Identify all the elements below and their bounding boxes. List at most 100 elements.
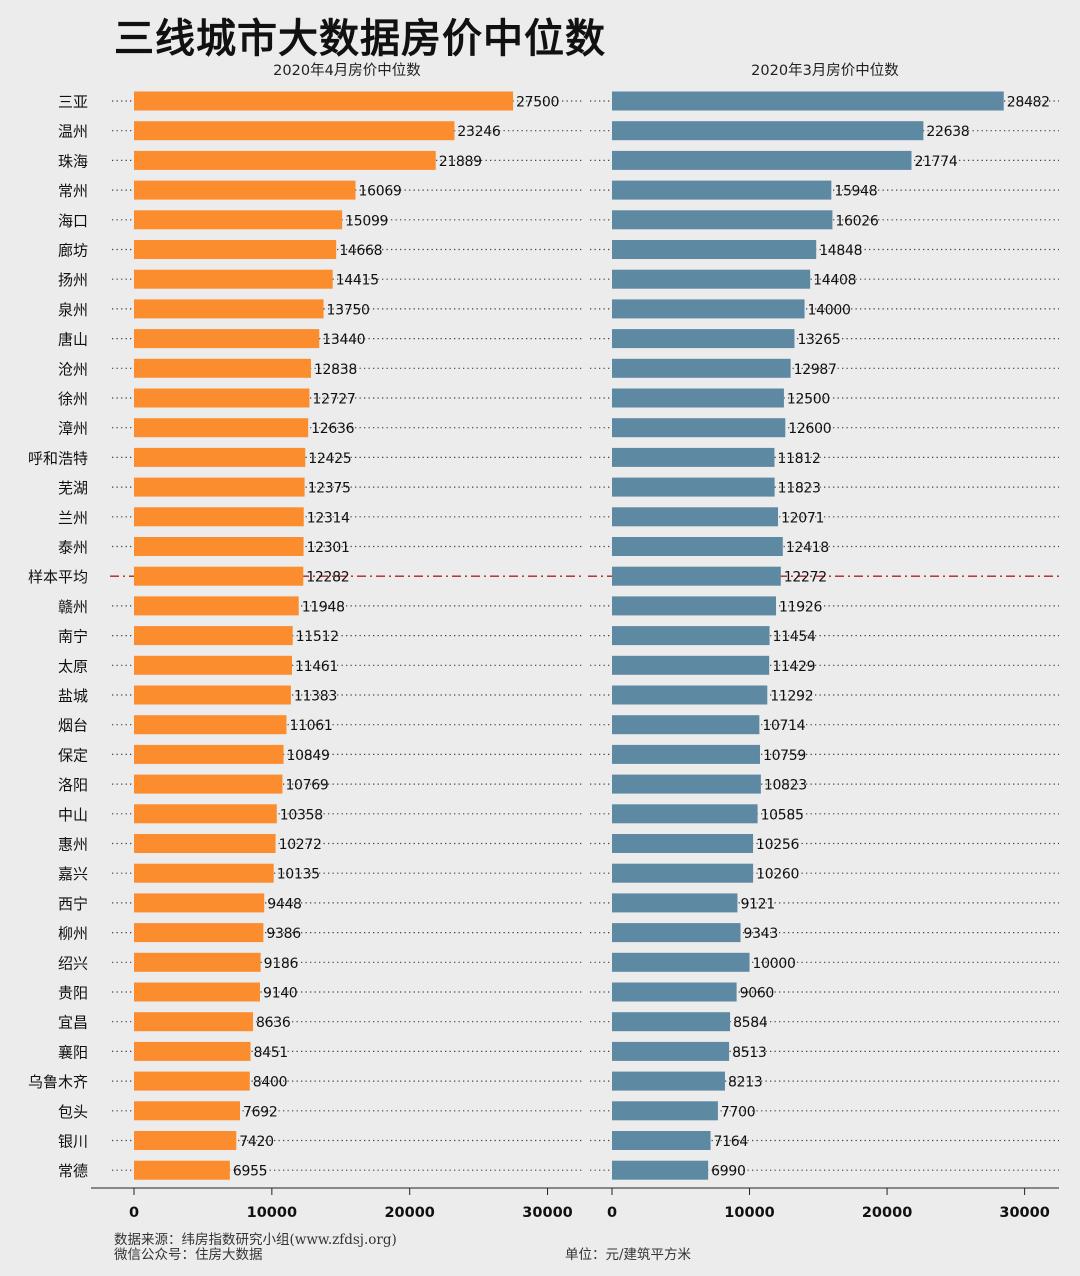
x-tick-label: 0 [129, 1205, 139, 1221]
category-label: 温州 [58, 123, 88, 141]
bar-march [612, 774, 761, 794]
x-tick-label: 20000 [384, 1205, 434, 1221]
bar-april [134, 299, 324, 319]
category-label: 保定 [58, 746, 88, 764]
bar-april [134, 774, 283, 794]
bar-march [612, 388, 784, 408]
category-label: 三亚 [58, 93, 88, 111]
value-label-march: 12987 [794, 362, 837, 378]
wechat-account-note: 微信公众号：住房大数据 [114, 1247, 263, 1263]
category-label: 襄阳 [58, 1043, 88, 1061]
value-label-march: 13265 [797, 332, 840, 348]
value-label-march: 11429 [772, 659, 815, 675]
bar-march [612, 150, 912, 170]
value-label-march: 14000 [808, 302, 851, 318]
bar-march [612, 1041, 730, 1061]
value-label-april: 12282 [306, 570, 349, 586]
x-tick-label: 10000 [724, 1205, 774, 1221]
bar-april [134, 1012, 254, 1032]
value-label-march: 11454 [773, 629, 816, 645]
value-label-april: 13440 [322, 332, 365, 348]
category-label: 珠海 [58, 152, 88, 170]
value-label-march: 10260 [756, 867, 799, 883]
value-label-march: 11926 [779, 599, 822, 615]
bar-april [134, 863, 274, 883]
bar-march [612, 804, 758, 824]
category-label: 嘉兴 [58, 865, 88, 883]
bar-march [612, 537, 783, 556]
bar-april [134, 834, 276, 853]
bar-april [134, 121, 455, 141]
category-label: 绍兴 [58, 954, 88, 972]
bar-march [612, 240, 817, 259]
bar-april [134, 358, 311, 378]
bar-march [612, 507, 779, 527]
bar-april [134, 1041, 251, 1061]
value-label-march: 8584 [733, 1015, 768, 1031]
bar-april [134, 388, 310, 408]
bar-march [612, 180, 832, 200]
value-label-march: 8513 [732, 1045, 766, 1061]
value-label-april: 9448 [267, 896, 301, 912]
value-label-march: 9060 [740, 986, 774, 1002]
panel-title-march: 2020年3月房价中位数 [751, 62, 899, 79]
value-label-april: 8400 [253, 1075, 287, 1091]
value-label-march: 12418 [786, 540, 829, 556]
bar-april [134, 1131, 237, 1150]
category-label: 样本平均 [28, 568, 88, 586]
bar-march [612, 1071, 725, 1091]
value-label-march: 7700 [721, 1104, 755, 1120]
bar-march [612, 626, 770, 646]
value-label-april: 12425 [308, 451, 351, 467]
unit-note: 单位：元/建筑平方米 [565, 1247, 692, 1263]
category-label: 扬州 [58, 271, 88, 289]
category-label: 洛阳 [58, 776, 88, 794]
value-label-april: 10358 [280, 807, 323, 823]
x-tick-label: 30000 [999, 1205, 1049, 1221]
value-label-april: 10769 [285, 778, 328, 794]
value-label-march: 12272 [784, 570, 827, 586]
value-label-march: 10823 [764, 778, 807, 794]
chart-title: 三线城市大数据房价中位数 [114, 15, 606, 62]
value-label-march: 10714 [762, 718, 805, 734]
category-label: 兰州 [58, 509, 88, 527]
value-label-april: 12727 [312, 392, 355, 408]
value-label-april: 21889 [439, 154, 482, 170]
value-label-march: 12071 [781, 510, 824, 526]
bar-march [612, 1101, 718, 1121]
value-label-march: 10256 [756, 837, 799, 853]
value-label-april: 10849 [287, 748, 330, 764]
bar-april [134, 952, 261, 972]
value-label-april: 10135 [277, 867, 320, 883]
value-label-april: 12314 [307, 510, 350, 526]
value-label-march: 6990 [711, 1164, 745, 1180]
category-label: 西宁 [58, 895, 88, 913]
bar-april [134, 685, 291, 705]
bar-march [612, 893, 738, 913]
bar-march [612, 715, 760, 735]
category-label: 柳州 [58, 925, 88, 943]
bar-april [134, 447, 306, 467]
bar-april [134, 744, 284, 764]
category-label: 徐州 [58, 390, 88, 408]
bar-march [612, 477, 775, 497]
panel-title-april: 2020年4月房价中位数 [273, 62, 421, 79]
bar-march [612, 447, 775, 467]
bar-march [612, 923, 741, 943]
value-label-april: 9186 [264, 956, 299, 972]
category-label: 包头 [58, 1103, 88, 1121]
value-label-march: 7164 [714, 1134, 749, 1150]
value-label-march: 9121 [740, 896, 774, 912]
category-label: 乌鲁木齐 [28, 1073, 88, 1091]
value-label-april: 12375 [308, 481, 351, 497]
value-label-march: 22638 [926, 124, 969, 140]
x-tick-label: 30000 [522, 1205, 572, 1221]
category-label: 赣州 [58, 598, 88, 616]
value-label-april: 6955 [233, 1164, 267, 1180]
bar-march [612, 685, 768, 705]
category-label: 太原 [58, 657, 88, 675]
value-label-march: 10585 [761, 807, 804, 823]
category-label: 呼和浩特 [28, 449, 88, 467]
value-label-april: 11061 [289, 718, 332, 734]
